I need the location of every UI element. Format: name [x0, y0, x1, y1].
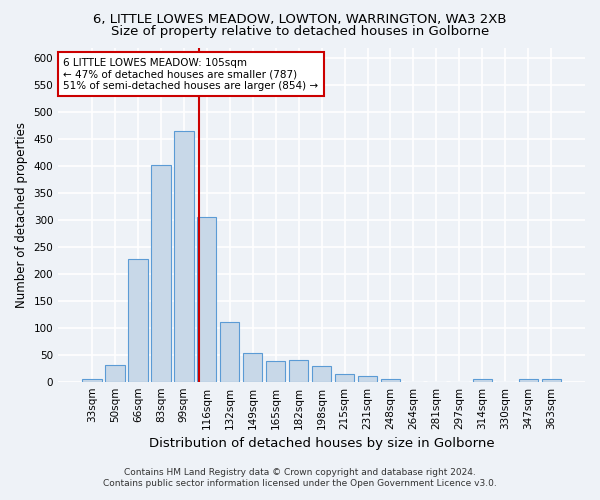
Bar [220, 322, 239, 382]
Text: Contains HM Land Registry data © Crown copyright and database right 2024.
Contai: Contains HM Land Registry data © Crown c… [103, 468, 497, 487]
Y-axis label: Number of detached properties: Number of detached properties [15, 122, 28, 308]
Bar [174, 130, 194, 382]
Text: 6 LITTLE LOWES MEADOW: 105sqm
← 47% of detached houses are smaller (787)
51% of : 6 LITTLE LOWES MEADOW: 105sqm ← 47% of d… [64, 58, 319, 90]
Bar [151, 165, 170, 382]
Bar [518, 379, 538, 382]
Bar [381, 379, 400, 382]
Bar [335, 374, 355, 382]
Bar [105, 365, 125, 382]
Bar [243, 352, 262, 382]
X-axis label: Distribution of detached houses by size in Golborne: Distribution of detached houses by size … [149, 437, 494, 450]
Bar [473, 379, 492, 382]
Bar [289, 360, 308, 382]
Bar [197, 216, 217, 382]
Bar [312, 366, 331, 382]
Bar [128, 260, 148, 382]
Bar [542, 379, 561, 382]
Text: Size of property relative to detached houses in Golborne: Size of property relative to detached ho… [111, 25, 489, 38]
Bar [358, 376, 377, 382]
Bar [82, 379, 101, 382]
Bar [266, 360, 286, 382]
Text: 6, LITTLE LOWES MEADOW, LOWTON, WARRINGTON, WA3 2XB: 6, LITTLE LOWES MEADOW, LOWTON, WARRINGT… [93, 12, 507, 26]
